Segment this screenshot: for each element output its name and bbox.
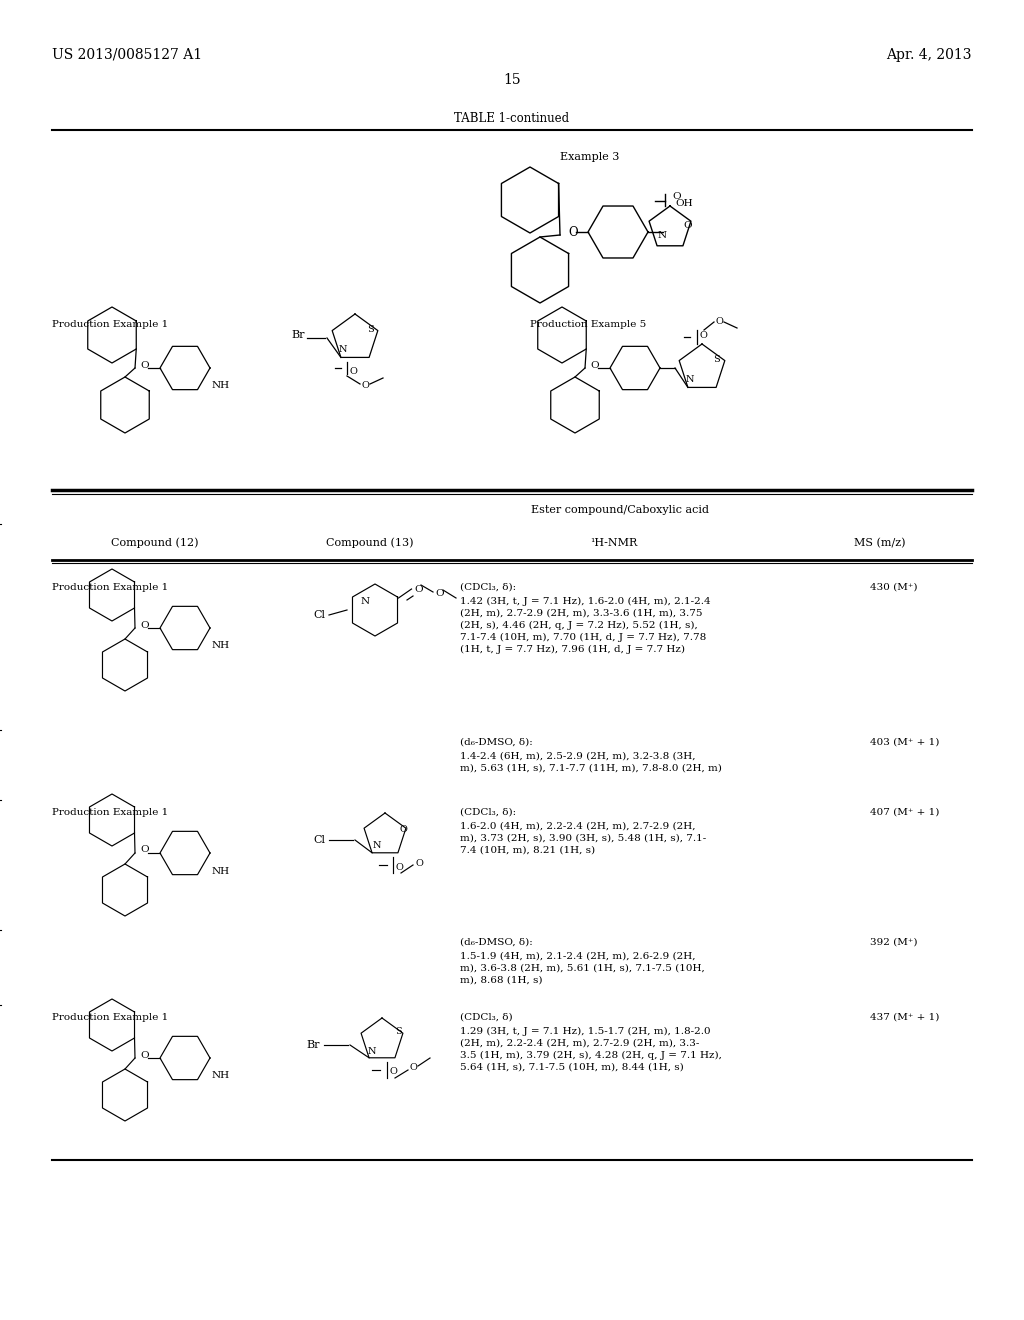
Text: US 2013/0085127 A1: US 2013/0085127 A1 <box>52 48 202 62</box>
Text: OH: OH <box>675 199 692 209</box>
Text: N: N <box>373 841 381 850</box>
Text: S: S <box>714 355 720 364</box>
Text: Ester compound/Caboxylic acid: Ester compound/Caboxylic acid <box>531 506 709 515</box>
Text: O: O <box>699 331 707 341</box>
Text: Production Example 5: Production Example 5 <box>530 319 646 329</box>
Text: NH: NH <box>212 381 230 391</box>
Text: (CDCl₃, δ):: (CDCl₃, δ): <box>460 808 516 817</box>
Text: NH: NH <box>212 1072 230 1081</box>
Text: 1.29 (3H, t, J = 7.1 Hz), 1.5-1.7 (2H, m), 1.8-2.0
(2H, m), 2.2-2.4 (2H, m), 2.7: 1.29 (3H, t, J = 7.1 Hz), 1.5-1.7 (2H, m… <box>460 1027 722 1072</box>
Text: O: O <box>362 381 370 391</box>
Text: O: O <box>140 360 148 370</box>
Text: (CDCl₃, δ): (CDCl₃, δ) <box>460 1012 513 1022</box>
Text: 1.4-2.4 (6H, m), 2.5-2.9 (2H, m), 3.2-3.8 (3H,
m), 5.63 (1H, s), 7.1-7.7 (11H, m: 1.4-2.4 (6H, m), 2.5-2.9 (2H, m), 3.2-3.… <box>460 752 722 772</box>
Text: O: O <box>684 222 692 231</box>
Text: Br: Br <box>306 1040 319 1049</box>
Text: Production Example 1: Production Example 1 <box>52 808 168 817</box>
Text: 1.42 (3H, t, J = 7.1 Hz), 1.6-2.0 (4H, m), 2.1-2.4
(2H, m), 2.7-2.9 (2H, m), 3.3: 1.42 (3H, t, J = 7.1 Hz), 1.6-2.0 (4H, m… <box>460 597 711 653</box>
Text: 1.6-2.0 (4H, m), 2.2-2.4 (2H, m), 2.7-2.9 (2H,
m), 3.73 (2H, s), 3.90 (3H, s), 5: 1.6-2.0 (4H, m), 2.2-2.4 (2H, m), 2.7-2.… <box>460 822 707 854</box>
Text: Br: Br <box>292 330 305 341</box>
Text: 403 (M⁺ + 1): 403 (M⁺ + 1) <box>870 738 939 747</box>
Text: N: N <box>657 231 667 240</box>
Text: O: O <box>590 360 599 370</box>
Text: NH: NH <box>212 866 230 875</box>
Text: Production Example 1: Production Example 1 <box>52 583 168 591</box>
Text: O: O <box>140 846 148 854</box>
Text: Compound (13): Compound (13) <box>327 537 414 548</box>
Text: TABLE 1-continued: TABLE 1-continued <box>455 111 569 124</box>
Text: 1.5-1.9 (4H, m), 2.1-2.4 (2H, m), 2.6-2.9 (2H,
m), 3.6-3.8 (2H, m), 5.61 (1H, s): 1.5-1.9 (4H, m), 2.1-2.4 (2H, m), 2.6-2.… <box>460 952 705 985</box>
Text: O: O <box>350 367 357 376</box>
Text: 430 (M⁺): 430 (M⁺) <box>870 583 918 591</box>
Text: O: O <box>410 1064 418 1072</box>
Text: (d₆-DMSO, δ):: (d₆-DMSO, δ): <box>460 939 532 946</box>
Text: N: N <box>360 598 370 606</box>
Text: Production Example 1: Production Example 1 <box>52 319 168 329</box>
Text: 392 (M⁺): 392 (M⁺) <box>870 939 918 946</box>
Text: N: N <box>368 1048 376 1056</box>
Text: Cl: Cl <box>313 836 325 845</box>
Text: 407 (M⁺ + 1): 407 (M⁺ + 1) <box>870 808 939 817</box>
Text: O: O <box>415 858 423 867</box>
Text: O: O <box>140 1051 148 1060</box>
Text: O: O <box>435 589 443 598</box>
Text: O: O <box>568 226 578 239</box>
Text: Production Example 1: Production Example 1 <box>52 1012 168 1022</box>
Text: (d₆-DMSO, δ):: (d₆-DMSO, δ): <box>460 738 532 747</box>
Text: N: N <box>339 346 347 355</box>
Text: Cl: Cl <box>313 610 325 620</box>
Text: S: S <box>394 1027 401 1036</box>
Text: N: N <box>686 375 694 384</box>
Text: O: O <box>395 862 402 871</box>
Text: 15: 15 <box>503 73 521 87</box>
Text: O: O <box>389 1068 397 1077</box>
Text: Compound (12): Compound (12) <box>112 537 199 548</box>
Text: 437 (M⁺ + 1): 437 (M⁺ + 1) <box>870 1012 939 1022</box>
Text: O: O <box>415 586 423 594</box>
Text: S: S <box>367 326 374 334</box>
Text: O: O <box>140 620 148 630</box>
Text: NH: NH <box>212 642 230 651</box>
Text: Apr. 4, 2013: Apr. 4, 2013 <box>887 48 972 62</box>
Text: ¹H-NMR: ¹H-NMR <box>590 539 637 548</box>
Text: (CDCl₃, δ):: (CDCl₃, δ): <box>460 583 516 591</box>
Text: MS (m/z): MS (m/z) <box>854 537 906 548</box>
Text: O: O <box>399 825 407 834</box>
Text: O: O <box>716 318 724 326</box>
Text: Example 3: Example 3 <box>560 152 620 162</box>
Text: O: O <box>672 191 681 201</box>
